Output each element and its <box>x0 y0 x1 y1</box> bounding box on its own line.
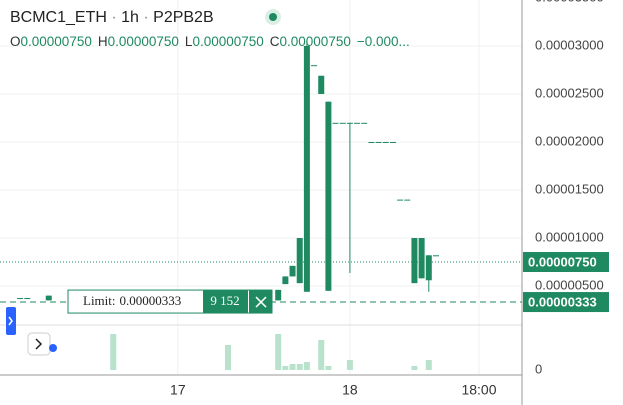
y-tick-label: 0.00001500 <box>535 181 604 196</box>
marks <box>17 41 439 370</box>
candle-body <box>332 122 339 124</box>
ohlc-value: 0.00000750 <box>192 34 263 49</box>
volume-bar <box>289 364 296 370</box>
last-price-label: 0.00000750 <box>528 254 597 269</box>
candle-body <box>411 238 418 284</box>
candle-body <box>289 265 296 277</box>
symbol: BCMC1_ETH <box>10 9 107 26</box>
ohlc-change: −0.000... <box>357 34 410 49</box>
overlays: 0.00000750 0.00000333 Limit: 0.00000333 9 15… <box>0 252 609 314</box>
candle-body <box>425 255 432 281</box>
limit-axis-box <box>523 292 609 313</box>
candle-body <box>296 238 303 284</box>
volume-tick-label: 0 <box>535 361 542 376</box>
candle-body <box>311 65 318 67</box>
volume-bar <box>425 360 432 370</box>
candle-body <box>17 298 24 300</box>
candle-body <box>45 295 52 301</box>
candle-body <box>282 276 289 285</box>
candle-body <box>368 142 375 144</box>
limit-axis-label: 0.00000333 <box>528 294 597 309</box>
volume-bar <box>325 366 332 370</box>
volume-bar <box>225 345 232 370</box>
volume-bar <box>110 334 117 370</box>
candle-body <box>275 289 282 301</box>
separator: · <box>107 9 121 26</box>
x-tick-label: 18:00 <box>461 382 496 398</box>
exchange: P2PB2B <box>153 9 213 26</box>
volume-bar <box>303 362 310 370</box>
candle-body <box>397 199 404 201</box>
limit-caption: Limit: <box>83 293 116 308</box>
candle-body <box>346 122 353 124</box>
y-tick-label: 0.00003500 <box>535 0 604 4</box>
y-tick-label: 0.00002000 <box>535 133 604 148</box>
candle-body <box>375 142 382 144</box>
y-tick-label: 0.00002500 <box>535 85 604 100</box>
last-price-box <box>523 252 609 273</box>
volume-bar <box>346 360 353 370</box>
ohlc-key: O <box>10 34 21 49</box>
x-tick-label: 18 <box>342 382 358 398</box>
candle-body <box>339 122 346 124</box>
ohlc-value: 0.00000750 <box>280 34 351 49</box>
limit-price: 0.00000333 <box>120 293 182 308</box>
ohlc-key: C <box>270 34 280 49</box>
ohlc-legend: O0.00000750 H0.00000750 L0.00000750 C0.0000… <box>10 34 410 49</box>
side-toggle-icon <box>8 316 13 326</box>
limit-quantity-box <box>203 290 248 314</box>
candle-body <box>382 142 389 144</box>
y-tick-label: 0.00000500 <box>535 277 604 292</box>
interval: 1h <box>121 9 139 26</box>
expand-badge <box>49 344 57 352</box>
status-dot <box>269 13 277 21</box>
volume-bar <box>318 340 325 370</box>
grid <box>0 0 522 375</box>
limit-text: Limit: 0.00000333 <box>83 293 181 308</box>
expand-icon <box>35 338 43 350</box>
separator: · <box>139 9 153 26</box>
x-tick-label: 17 <box>170 382 186 398</box>
candle-body <box>303 45 310 292</box>
candle-body <box>354 122 361 124</box>
y-tick-label: 0.00001000 <box>535 229 604 244</box>
candle-body <box>432 255 439 257</box>
ohlc-value: 0.00000750 <box>21 34 92 49</box>
candle-body <box>361 122 368 124</box>
ohlc-key: L <box>185 34 193 49</box>
candle-body <box>418 238 425 279</box>
expand-button[interactable] <box>27 332 51 356</box>
volume-bar <box>296 364 303 370</box>
candle-body <box>24 298 31 300</box>
candle-body <box>318 75 325 94</box>
volume-bar <box>275 334 282 370</box>
ohlc-value: 0.00000750 <box>108 34 179 49</box>
y-tick-label: 0.00003000 <box>535 37 604 52</box>
candle-body <box>389 142 396 144</box>
header: BCMC1_ETH · 1h · P2PB2B <box>10 9 214 26</box>
volume-bar <box>411 366 418 370</box>
side-toggle[interactable] <box>6 307 16 335</box>
candle-body <box>325 101 332 291</box>
volume-bar <box>282 366 289 370</box>
limit-quantity: 9 152 <box>210 293 239 308</box>
candle-body <box>404 199 411 201</box>
ohlc-key: H <box>98 34 108 49</box>
limit-cancel-icon <box>255 296 267 308</box>
